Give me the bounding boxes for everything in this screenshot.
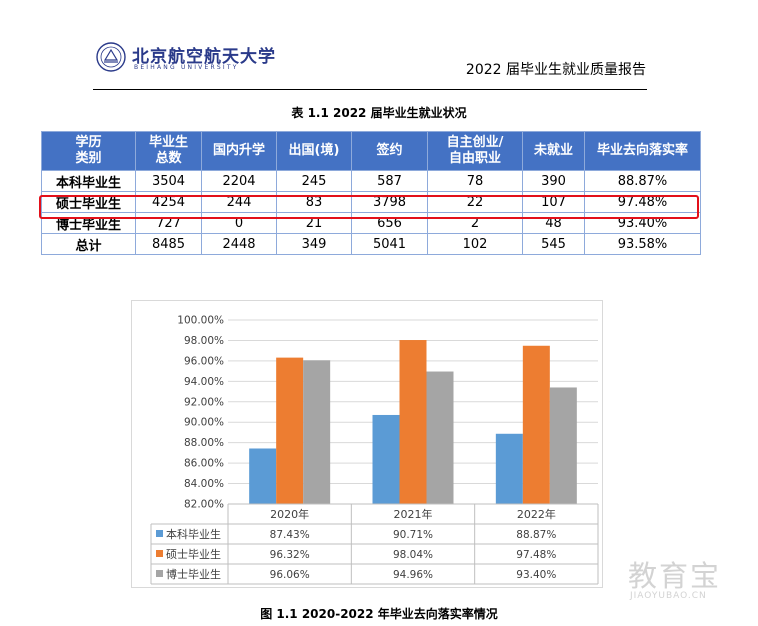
x-category-label: 2021年 <box>394 507 433 521</box>
y-tick-label: 100.00% <box>177 315 224 327</box>
logo-english-name: BEIHANG UNIVERSITY <box>134 64 239 71</box>
table-cell: 78 <box>427 170 523 192</box>
bar-3-2 <box>426 371 454 504</box>
y-tick-label: 96.00% <box>184 355 224 367</box>
y-tick-label: 92.00% <box>184 396 224 408</box>
university-seal-icon <box>96 42 126 72</box>
watermark-cn: 教育宝 <box>628 559 722 593</box>
legend-label: 硕士毕业生 <box>166 547 221 561</box>
data-label: 96.32% <box>270 549 310 561</box>
table-caption: 表 1.1 2022 届毕业生就业状况 <box>291 106 467 120</box>
data-label: 93.40% <box>516 569 556 581</box>
y-tick-label: 90.00% <box>184 417 224 429</box>
bar-3-1 <box>303 360 331 504</box>
header-cell: 毕业生 总数 <box>135 131 202 171</box>
table-cell: 88.87% <box>584 170 701 192</box>
legend-swatch-1 <box>156 530 163 537</box>
bar-2-1 <box>276 357 304 504</box>
employment-rate-chart: 82.00% 84.00% 86.00% 88.00% 90.00% 92.00% 94.0… <box>150 315 599 585</box>
row-label: 总计 <box>41 233 136 255</box>
legend-swatch-2 <box>156 550 163 557</box>
header-cell: 出国(境) <box>276 131 352 171</box>
y-tick-label: 88.00% <box>184 437 224 449</box>
chart-frame <box>131 300 603 588</box>
table-cell: 93.58% <box>584 233 701 255</box>
header-cell: 签约 <box>351 131 428 171</box>
header-divider <box>93 89 647 90</box>
highlight-box-masters <box>39 195 699 219</box>
figure-caption: 图 1.1 2020-2022 年毕业去向落实率情况 <box>260 607 498 621</box>
header-cell: 学历 类别 <box>41 131 136 171</box>
header-cell: 未就业 <box>522 131 585 171</box>
legend-swatch-3 <box>156 570 163 577</box>
row-label: 本科毕业生 <box>41 170 136 192</box>
table-cell: 349 <box>276 233 352 255</box>
table-header-row: 学历 类别 毕业生 总数 国内升学 出国(境) 签约 自主创业/自由职业 未就业 毕… <box>41 131 701 171</box>
data-label: 96.06% <box>270 569 310 581</box>
bar-2-2 <box>399 340 427 504</box>
header-cell: 自主创业/自由职业 <box>427 131 523 171</box>
table-cell: 8485 <box>135 233 202 255</box>
university-logo: 北京航空航天大学 BEIHANG UNIVERSITY <box>96 42 275 74</box>
table-cell: 102 <box>427 233 523 255</box>
data-label: 98.04% <box>393 549 433 561</box>
bar-1-1 <box>249 448 277 504</box>
y-tick-label: 94.00% <box>184 376 224 388</box>
table-cell: 245 <box>276 170 352 192</box>
table-cell: 545 <box>522 233 585 255</box>
table-cell: 390 <box>522 170 585 192</box>
y-tick-label: 86.00% <box>184 458 224 470</box>
y-tick-label: 82.00% <box>184 499 224 511</box>
table-row: 本科毕业生 3504 2204 245 587 78 390 88.87% <box>41 170 701 192</box>
x-category-label: 2020年 <box>270 507 309 521</box>
y-tick-label: 98.00% <box>184 335 224 347</box>
data-label: 97.48% <box>516 549 556 561</box>
legend-label: 博士毕业生 <box>166 567 221 581</box>
data-label: 94.96% <box>393 569 433 581</box>
legend-label: 本科毕业生 <box>166 527 221 541</box>
table-row-total: 总计 8485 2448 349 5041 102 545 93.58% <box>41 233 701 255</box>
watermark-en: JIAOYUBAO.CN <box>630 591 707 601</box>
bar-3-3 <box>549 387 577 504</box>
table-cell: 587 <box>351 170 428 192</box>
table-cell: 5041 <box>351 233 428 255</box>
table-cell: 2204 <box>201 170 277 192</box>
report-title: 2022 届毕业生就业质量报告 <box>465 62 646 78</box>
header-cell: 毕业去向落实率 <box>584 131 701 171</box>
employment-table: 学历 类别 毕业生 总数 国内升学 出国(境) 签约 自主创业/自由职业 未就业 毕… <box>41 131 701 255</box>
bar-1-3 <box>495 433 523 504</box>
y-tick-label: 84.00% <box>184 478 224 490</box>
bar-1-2 <box>372 414 400 504</box>
table-cell: 2448 <box>201 233 277 255</box>
table-cell: 3504 <box>135 170 202 192</box>
data-label: 88.87% <box>516 529 556 541</box>
data-label: 90.71% <box>393 529 433 541</box>
watermark: 教育宝 JIAOYUBAO.CN <box>628 553 738 605</box>
x-category-label: 2022年 <box>517 507 556 521</box>
logo-chinese-name: 北京航空航天大学 <box>132 47 276 67</box>
bar-2-3 <box>522 345 550 504</box>
header-cell: 国内升学 <box>201 131 277 171</box>
data-label: 87.43% <box>270 529 310 541</box>
